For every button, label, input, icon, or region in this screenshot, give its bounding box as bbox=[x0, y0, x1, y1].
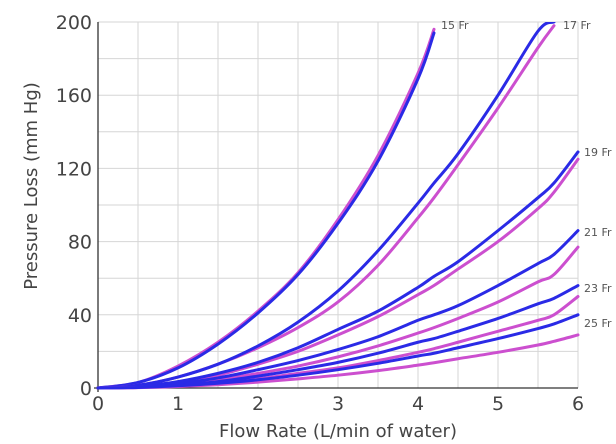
y-tick-label: 120 bbox=[56, 158, 92, 180]
axes: 0 1 2 3 4 5 6 0 40 80 120 160 200 bbox=[56, 12, 584, 415]
series-line-15-fr bbox=[96, 31, 436, 390]
series-label: 15 Fr bbox=[441, 19, 469, 32]
y-tick-label: 0 bbox=[80, 378, 92, 400]
y-axis-title: Pressure Loss (mm Hg) bbox=[21, 82, 42, 290]
series-label: 25 Fr bbox=[584, 317, 612, 330]
y-tick-label: 40 bbox=[68, 305, 92, 327]
x-tick-label: 5 bbox=[492, 393, 504, 415]
series-label: 17 Fr bbox=[563, 19, 591, 32]
y-tick-label: 200 bbox=[56, 12, 92, 34]
series-lines bbox=[96, 22, 580, 390]
series-labels: 15 Fr 17 Fr 19 Fr 21 Fr 23 Fr 25 Fr bbox=[441, 19, 612, 330]
x-tick-label: 4 bbox=[412, 393, 424, 415]
x-tick-label: 1 bbox=[172, 393, 184, 415]
x-axis-title: Flow Rate (L/min of water) bbox=[219, 421, 457, 442]
series-label: 21 Fr bbox=[584, 226, 612, 239]
x-tick-label: 3 bbox=[332, 393, 344, 415]
x-tick-label: 2 bbox=[252, 393, 264, 415]
y-tick-label: 160 bbox=[56, 85, 92, 107]
series-line-25-fr bbox=[96, 313, 580, 390]
x-tick-label: 0 bbox=[92, 393, 104, 415]
series-line-19-fr bbox=[96, 150, 580, 390]
x-tick-label: 6 bbox=[572, 393, 584, 415]
series-line-17-fr bbox=[96, 22, 556, 390]
series-label: 19 Fr bbox=[584, 146, 612, 159]
series-line-21-fr bbox=[96, 229, 580, 390]
grid bbox=[97, 21, 579, 389]
y-tick-label: 80 bbox=[68, 232, 92, 254]
series-label: 23 Fr bbox=[584, 282, 612, 295]
